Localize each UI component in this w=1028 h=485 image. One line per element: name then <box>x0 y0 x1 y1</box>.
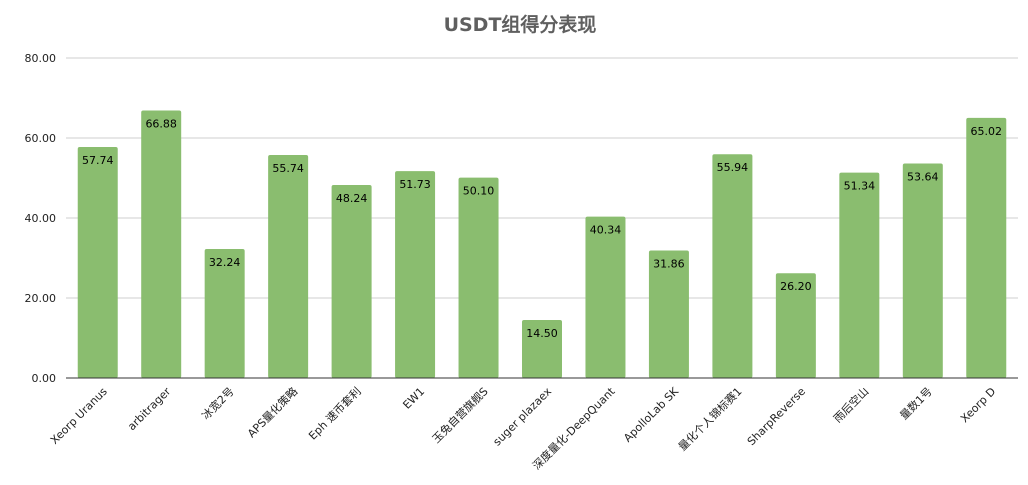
x-tick-label: EW1 <box>400 385 427 412</box>
data-label: 50.10 <box>463 185 495 198</box>
data-label: 26.20 <box>780 280 812 293</box>
data-labels: 57.74 66.88 32.24 55.74 48.24 51.73 50.10 14.50… <box>82 117 1002 340</box>
bar <box>204 249 245 378</box>
bar <box>712 154 753 378</box>
y-tick-label: 40.00 <box>25 212 57 225</box>
bar <box>331 185 372 378</box>
x-tick-label: Xeorp D <box>958 385 998 425</box>
bar <box>648 250 689 378</box>
chart-title: USDT组得分表现 <box>444 13 597 36</box>
x-tick-label: Eph 速币套利 <box>306 385 364 443</box>
x-tick-label: arbitrager <box>125 385 174 434</box>
data-label: 55.74 <box>272 162 304 175</box>
data-label: 40.34 <box>590 224 622 237</box>
x-tick-label: 玉兔自营旗舰S <box>429 384 491 446</box>
data-label: 31.86 <box>653 258 685 271</box>
bars <box>77 110 1007 379</box>
x-tick-label: 量数1号 <box>897 385 934 422</box>
x-tick-label: 雨后空山 <box>830 384 871 425</box>
bar <box>141 110 182 378</box>
bar <box>775 273 816 378</box>
x-tick-label: 冰宽2号 <box>199 384 237 422</box>
x-tick-label: 量化个人锦标赛1 <box>675 384 744 453</box>
bar <box>902 163 943 378</box>
data-label: 51.73 <box>399 178 431 191</box>
x-axis-ticks: Xeorp Uranus arbitrager 冰宽2号 APS量化策略 Eph 速币套… <box>48 384 998 473</box>
y-tick-label: 0.00 <box>32 372 57 385</box>
data-label: 65.02 <box>971 125 1003 138</box>
bar <box>966 117 1007 379</box>
bar <box>522 320 562 378</box>
bar <box>839 172 880 378</box>
data-label: 14.50 <box>526 327 558 340</box>
x-tick-label: ApolloLab SK <box>621 384 681 444</box>
bar <box>268 155 309 378</box>
y-tick-label: 60.00 <box>25 132 57 145</box>
data-label: 53.64 <box>907 170 939 183</box>
bar <box>395 171 436 378</box>
bar <box>458 177 499 378</box>
data-label: 48.24 <box>336 192 368 205</box>
data-label: 66.88 <box>145 117 177 130</box>
data-label: 57.74 <box>82 154 114 167</box>
x-tick-label: APS量化策略 <box>244 384 300 440</box>
x-tick-label: SharpReverse <box>745 385 808 448</box>
bar <box>585 216 626 378</box>
y-tick-label: 80.00 <box>25 52 57 65</box>
data-label: 55.94 <box>717 161 749 174</box>
data-label: 51.34 <box>844 180 876 193</box>
y-axis-ticks: 0.00 20.00 40.00 60.00 80.00 <box>25 52 57 385</box>
x-tick-label: suger plazaex <box>491 385 555 449</box>
data-label: 32.24 <box>209 256 241 269</box>
x-tick-label: Xeorp Uranus <box>48 385 110 447</box>
bar <box>77 147 118 378</box>
y-tick-label: 20.00 <box>25 292 57 305</box>
